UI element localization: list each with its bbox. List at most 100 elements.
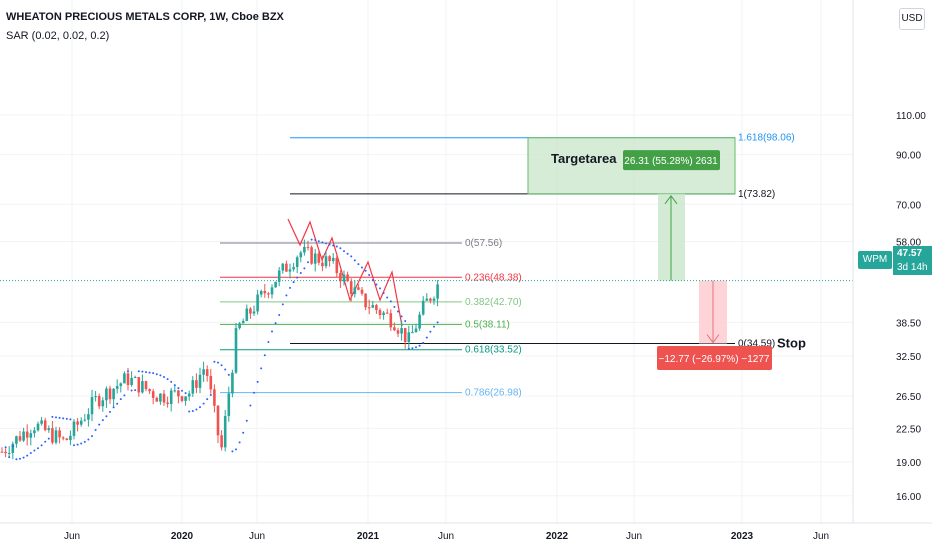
symbol-price-tag[interactable]: WPM	[858, 251, 892, 269]
candle-body[interactable]	[61, 437, 65, 439]
candle-body[interactable]	[51, 428, 54, 443]
candle-body[interactable]	[115, 386, 119, 389]
candle-body[interactable]	[378, 310, 382, 316]
candle-body[interactable]	[241, 320, 245, 324]
candle-body[interactable]	[198, 374, 202, 388]
candle-body[interactable]	[76, 421, 79, 425]
candle-body[interactable]	[385, 312, 389, 314]
candle-body[interactable]	[130, 377, 133, 385]
candle-body[interactable]	[202, 369, 205, 375]
candle-body[interactable]	[90, 397, 94, 415]
candle-body[interactable]	[256, 294, 259, 312]
candle-body[interactable]	[267, 293, 270, 295]
time-axis[interactable]: Jun 2020 Jun 2021 Jun 2022 Jun 2023 Jun	[0, 522, 932, 542]
candle-body[interactable]	[144, 381, 148, 390]
candle-body[interactable]	[342, 274, 346, 282]
candle-body[interactable]	[97, 396, 101, 407]
candle-body[interactable]	[94, 396, 97, 398]
candle-body[interactable]	[22, 431, 25, 441]
candle-body[interactable]	[151, 391, 155, 398]
candle-body[interactable]	[126, 373, 130, 385]
candle-body[interactable]	[119, 383, 123, 387]
candle-body[interactable]	[195, 380, 198, 388]
candle-body[interactable]	[65, 438, 69, 441]
candle-body[interactable]	[382, 312, 385, 316]
candle-body[interactable]	[54, 430, 58, 443]
candle-body[interactable]	[252, 311, 256, 314]
candle-body[interactable]	[33, 430, 36, 434]
candle-body[interactable]	[58, 430, 61, 438]
candle-body[interactable]	[79, 420, 83, 425]
candle-body[interactable]	[421, 300, 425, 315]
candle-body[interactable]	[328, 256, 331, 262]
candle-body[interactable]	[101, 400, 105, 407]
candle-body[interactable]	[360, 289, 364, 294]
candle-body[interactable]	[324, 256, 328, 267]
indicator-legend[interactable]: SAR (0.02, 0.02, 0.2)	[6, 30, 110, 42]
candle-body[interactable]	[166, 402, 169, 404]
candle-body[interactable]	[72, 421, 76, 436]
candle-body[interactable]	[148, 389, 151, 392]
candle-body[interactable]	[177, 390, 180, 397]
candle-body[interactable]	[371, 305, 375, 308]
candle-body[interactable]	[403, 328, 407, 342]
candle-body[interactable]	[43, 420, 47, 431]
candle-body[interactable]	[303, 246, 306, 253]
candle-body[interactable]	[108, 388, 112, 400]
candle-body[interactable]	[274, 281, 277, 288]
candle-body[interactable]	[389, 313, 393, 328]
candle-body[interactable]	[184, 396, 187, 401]
candle-body[interactable]	[216, 405, 220, 436]
candle-body[interactable]	[137, 377, 141, 393]
candle-body[interactable]	[310, 247, 313, 264]
candle-body[interactable]	[47, 428, 51, 431]
candle-body[interactable]	[425, 298, 429, 301]
currency-button[interactable]: USD	[899, 8, 925, 30]
candle-body[interactable]	[155, 397, 159, 402]
candle-body[interactable]	[69, 435, 72, 441]
candle-body[interactable]	[432, 298, 436, 301]
candle-body[interactable]	[245, 308, 249, 321]
candle-body[interactable]	[375, 305, 378, 311]
candle-body[interactable]	[25, 431, 29, 438]
candle-body[interactable]	[364, 293, 367, 308]
candle-body[interactable]	[234, 328, 238, 373]
candle-body[interactable]	[335, 257, 339, 274]
candlestick-series[interactable]	[0, 239, 439, 460]
candle-body[interactable]	[105, 388, 108, 401]
chart-drawings[interactable]: 0(57.56) 0.236(48.38) 0.382(42.70) 0.5(38.1…	[0, 133, 853, 399]
candle-body[interactable]	[313, 253, 317, 264]
candle-body[interactable]	[220, 435, 223, 448]
candle-body[interactable]	[231, 372, 234, 394]
candle-body[interactable]	[159, 393, 162, 402]
candle-body[interactable]	[331, 257, 335, 262]
candle-body[interactable]	[169, 390, 173, 404]
candle-body[interactable]	[227, 393, 231, 417]
candle-body[interactable]	[191, 380, 195, 394]
candle-body[interactable]	[429, 298, 432, 301]
candle-body[interactable]	[396, 330, 400, 334]
candle-body[interactable]	[223, 416, 227, 448]
candle-body[interactable]	[4, 451, 7, 454]
candle-body[interactable]	[270, 287, 274, 295]
candle-body[interactable]	[357, 287, 360, 290]
candle-body[interactable]	[288, 269, 292, 272]
candle-body[interactable]	[18, 436, 22, 441]
candle-body[interactable]	[40, 420, 43, 424]
candle-body[interactable]	[180, 396, 184, 401]
candle-body[interactable]	[249, 308, 252, 314]
candle-body[interactable]	[205, 369, 209, 377]
candle-body[interactable]	[277, 270, 281, 282]
price-axis[interactable]: 110.00 90.00 70.00 58.00 38.50 32.50 26.50 22.5…	[852, 0, 926, 523]
candle-body[interactable]	[306, 246, 310, 248]
candle-body[interactable]	[87, 414, 90, 420]
candle-body[interactable]	[162, 393, 166, 403]
candle-body[interactable]	[346, 274, 349, 282]
candle-body[interactable]	[238, 323, 241, 329]
candle-body[interactable]	[112, 388, 115, 400]
candle-body[interactable]	[187, 393, 191, 397]
candle-body[interactable]	[15, 436, 18, 444]
candle-body[interactable]	[353, 287, 357, 294]
candle-body[interactable]	[339, 273, 342, 282]
